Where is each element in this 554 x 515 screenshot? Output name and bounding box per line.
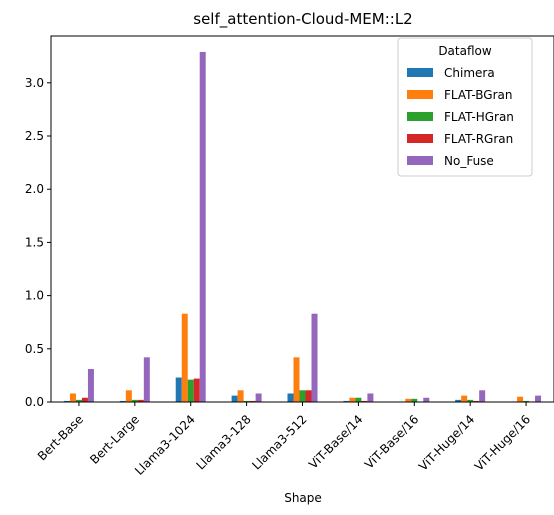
legend-swatch-1: [407, 68, 433, 77]
bar-2-5: [294, 357, 300, 402]
x-axis: Bert-Base Bert-LargeLlama3-1024Llama3-128…: [35, 402, 533, 478]
bar-2-4: [238, 390, 244, 402]
bar-3-5: [300, 390, 306, 402]
y-tick-label-4: 2.0: [25, 182, 44, 196]
bar-3-3: [188, 380, 194, 402]
bar-4-1: [82, 398, 88, 402]
y-tick-label-3: 1.5: [25, 235, 44, 249]
bar-2-1: [70, 393, 76, 402]
x-tick-label-4: Llama3-512: [249, 412, 309, 472]
bar-5-5: [312, 314, 318, 402]
x-tick-label-2: Llama3-1024: [132, 412, 198, 478]
x-tick-label-3: Llama3-128: [193, 412, 253, 472]
bar-4-3: [194, 379, 200, 402]
bar-2-2: [126, 390, 132, 402]
x-tick-label-8: ViT-Huge/16: [472, 412, 533, 473]
x-tick-label-6: ViT-Base/16: [362, 412, 421, 471]
bar-5-2: [144, 357, 150, 402]
x-tick-label-7: ViT-Huge/14: [416, 412, 477, 473]
bar-2-3: [182, 314, 188, 402]
bar-2-6: [349, 398, 355, 402]
bar-1-4: [232, 396, 238, 402]
legend-swatch-4: [407, 134, 433, 143]
legend-swatch-2: [407, 90, 433, 99]
legend-label-2: FLAT-BGran: [444, 88, 512, 102]
y-tick-label-2: 1.0: [25, 289, 44, 303]
bar-5-7: [423, 398, 429, 402]
bar-5-3: [200, 52, 206, 402]
bar-4-5: [306, 390, 312, 402]
legend-swatch-3: [407, 112, 433, 121]
legend-label-4: FLAT-RGran: [444, 132, 513, 146]
bar-2-8: [461, 396, 467, 402]
legend-label-3: FLAT-HGran: [444, 110, 514, 124]
y-tick-label-5: 2.5: [25, 129, 44, 143]
legend-title: Dataflow: [438, 44, 492, 58]
bar-1-3: [176, 378, 182, 402]
bar-5-9: [535, 396, 541, 402]
y-tick-label-6: 3.0: [25, 76, 44, 90]
chart-title: self_attention-Cloud-MEM::L2: [193, 10, 412, 29]
bar-5-8: [479, 390, 485, 402]
legend: Dataflow Chimera FLAT-BGran FLAT-HGran FLAT-…: [398, 38, 532, 176]
bar-3-6: [355, 398, 361, 402]
legend-label-1: Chimera: [444, 66, 495, 80]
y-axis: 0.0 0.5 1.0 1.5 2.0 2.5 3.0: [25, 76, 51, 409]
legend-swatch-5: [407, 156, 433, 165]
legend-label-5: No_Fuse: [444, 154, 494, 168]
bar-1-5: [288, 393, 294, 402]
x-tick-label-1: Bert-Large: [87, 412, 142, 467]
bar-2-9: [517, 397, 523, 402]
y-tick-label-0: 0.0: [25, 395, 44, 409]
x-axis-label: Shape: [284, 491, 322, 505]
x-tick-label-0: Bert-Base: [35, 412, 86, 463]
y-tick-label-1: 0.5: [25, 342, 44, 356]
bar-5-1: [88, 369, 94, 402]
bar-5-6: [367, 393, 373, 402]
x-tick-label-5: ViT-Base/14: [306, 412, 365, 471]
bar-5-4: [256, 393, 262, 402]
